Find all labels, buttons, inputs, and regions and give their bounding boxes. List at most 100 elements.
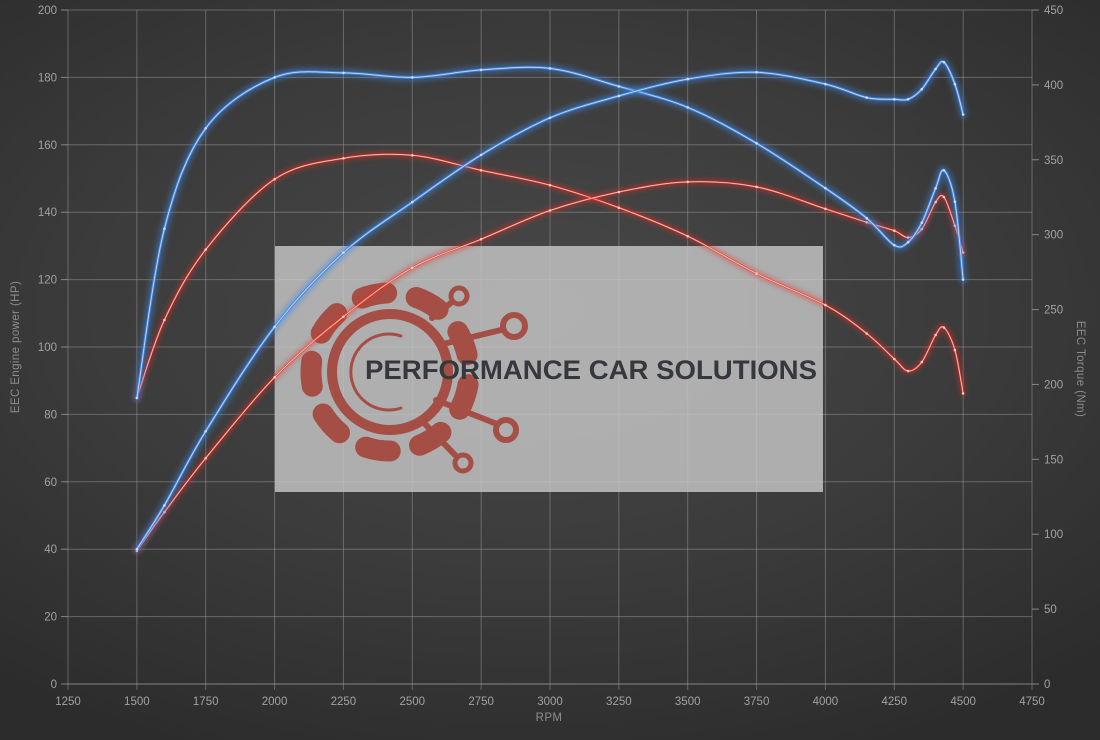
y-left-tick-label: 120 (38, 275, 57, 287)
power-red-point (204, 456, 207, 460)
torque-blue-point (906, 240, 910, 244)
torque-blue-point (824, 186, 827, 190)
y-left-tick-label: 40 (44, 544, 57, 556)
torque-blue-point (548, 67, 552, 70)
power-blue-point (906, 98, 910, 101)
power-blue-point (865, 96, 868, 99)
power-red-point (893, 229, 896, 232)
x-tick-label: 3000 (537, 696, 563, 708)
torque-blue-curve (132, 62, 968, 403)
torque-red-point (163, 318, 166, 322)
power-blue-point (273, 325, 276, 329)
torque-red-point (617, 206, 621, 209)
power-blue-point (135, 547, 139, 551)
y-right-tick-label: 200 (1044, 379, 1063, 391)
y-left-tick-label: 80 (44, 409, 57, 421)
torque-blue-point (342, 71, 345, 75)
torque-blue-point (942, 169, 946, 172)
power-blue-point (755, 71, 758, 74)
torque-blue-point (204, 127, 207, 130)
power-blue-point (953, 82, 957, 86)
torque-blue-highlight (136, 66, 964, 399)
power-blue-highlight (136, 61, 964, 550)
power-blue-point (920, 87, 924, 91)
power-blue-point (893, 98, 896, 101)
power-blue-point (342, 251, 345, 254)
torque-red-point (934, 333, 937, 337)
torque-red-point (893, 357, 896, 361)
x-tick-label: 2750 (468, 696, 494, 708)
torque-blue-point (479, 68, 483, 72)
power-blue-point (617, 94, 621, 98)
torque-red-point (342, 157, 345, 160)
power-blue-point (824, 82, 827, 86)
y-left-tick-label: 140 (38, 207, 57, 219)
x-tick-label: 4000 (813, 696, 839, 708)
y-left-axis-title: EEC Engine power (HP) (10, 281, 22, 413)
y-right-tick-label: 0 (1044, 679, 1050, 691)
x-tick-label: 3500 (675, 696, 701, 708)
torque-red-point (548, 183, 552, 187)
power-blue-point (163, 504, 166, 507)
power-red-point (686, 180, 689, 184)
torque-red-point (411, 154, 414, 157)
power-red-point (942, 195, 946, 199)
y-right-axis-title: EEC Torque (Nm) (1074, 321, 1086, 418)
y-right-tick-label: 50 (1044, 604, 1057, 616)
y-left-tick-label: 180 (38, 72, 57, 84)
power-red-point (411, 266, 414, 270)
torque-red-point (755, 272, 758, 275)
torque-blue-point (920, 221, 924, 224)
y-right-tick-label: 400 (1044, 80, 1063, 92)
y-left-tick-label: 100 (38, 342, 57, 354)
x-tick-label: 1750 (193, 696, 219, 708)
power-red-point (824, 207, 827, 211)
power-red-point (755, 185, 758, 189)
y-right-tick-label: 100 (1044, 529, 1063, 541)
x-tick-label: 1500 (124, 696, 150, 708)
power-red-point (617, 190, 621, 194)
x-axis-title: RPM (536, 712, 563, 724)
torque-blue-point (865, 216, 868, 220)
torque-blue-point (893, 243, 896, 247)
power-blue-point (411, 200, 414, 204)
y-left-tick-label: 20 (44, 612, 57, 624)
torque-blue-point (135, 396, 139, 400)
torque-blue-point (617, 85, 621, 88)
torque-red-point (273, 177, 276, 181)
y-right-tick-label: 450 (1044, 5, 1063, 17)
x-tick-label: 4500 (950, 696, 976, 708)
x-tick-label: 2250 (331, 696, 357, 708)
torque-red-point (942, 326, 946, 329)
torque-red-point (686, 234, 689, 238)
power-blue-point (961, 113, 965, 116)
power-blue-point (934, 67, 937, 71)
torque-red-point (920, 360, 924, 364)
torque-blue-point (953, 200, 957, 203)
torque-red-point (953, 348, 957, 352)
torque-red-point (824, 303, 827, 307)
y-left-tick-label: 200 (38, 5, 57, 17)
power-blue-point (548, 116, 552, 120)
torque-red-curve (133, 151, 967, 402)
torque-blue-point (934, 186, 937, 190)
x-tick-label: 2500 (399, 696, 425, 708)
y-right-tick-label: 250 (1044, 305, 1063, 317)
y-right-tick-label: 350 (1044, 155, 1063, 167)
gear-circuit-icon (300, 282, 528, 474)
x-tick-label: 1250 (55, 696, 81, 708)
y-right-tick-label: 300 (1044, 230, 1063, 242)
x-tick-label: 2000 (262, 696, 288, 708)
power-blue-point (204, 430, 207, 433)
x-tick-label: 4750 (1019, 696, 1045, 708)
torque-red-point (204, 248, 207, 251)
y-left-tick-label: 160 (38, 140, 57, 152)
torque-red-point (479, 169, 483, 172)
curves (132, 57, 968, 555)
x-tick-label: 4250 (881, 696, 907, 708)
torque-blue-point (686, 106, 689, 109)
torque-red-point (961, 392, 965, 395)
x-tick-label: 3250 (606, 696, 632, 708)
power-red-point (342, 315, 345, 319)
